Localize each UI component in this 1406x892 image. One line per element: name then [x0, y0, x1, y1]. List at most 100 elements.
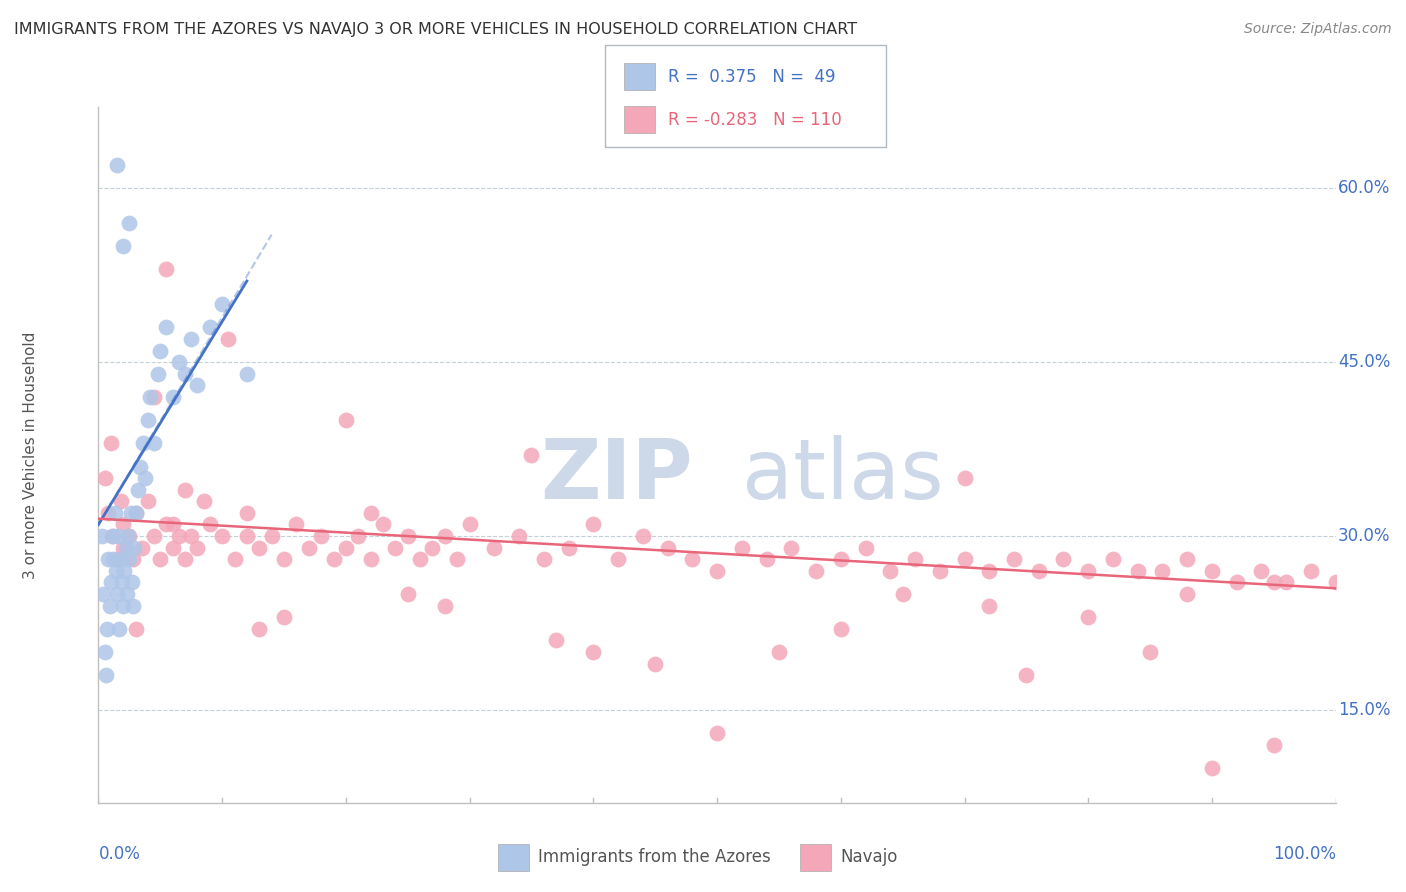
Point	[91, 529, 114, 543]
Point	[384, 541, 406, 555]
Point	[110, 494, 132, 508]
Point	[236, 367, 259, 381]
Text: 100.0%: 100.0%	[1272, 845, 1336, 863]
Point	[484, 541, 506, 555]
Point	[93, 645, 115, 659]
Point	[93, 587, 115, 601]
Point	[830, 552, 852, 566]
Point	[111, 575, 134, 590]
Text: 3 or more Vehicles in Household: 3 or more Vehicles in Household	[22, 331, 38, 579]
Point	[120, 506, 142, 520]
Point	[122, 552, 145, 566]
Point	[508, 529, 530, 543]
Point	[396, 529, 419, 543]
Point	[582, 517, 605, 532]
Point	[149, 552, 172, 566]
Point	[155, 320, 177, 334]
Point	[112, 239, 135, 253]
Point	[167, 529, 190, 543]
Point	[149, 343, 172, 358]
Text: R = -0.283   N = 110: R = -0.283 N = 110	[668, 111, 842, 128]
Point	[285, 517, 308, 532]
Point	[114, 541, 136, 555]
Text: Immigrants from the Azores: Immigrants from the Azores	[538, 848, 772, 866]
Point	[124, 541, 146, 555]
Point	[979, 599, 1001, 613]
Point	[103, 506, 125, 520]
Point	[97, 506, 120, 520]
Point	[855, 541, 877, 555]
Point	[260, 529, 283, 543]
Point	[112, 541, 135, 555]
Point	[162, 517, 184, 532]
Point	[127, 483, 149, 497]
Point	[174, 367, 197, 381]
Text: atlas: atlas	[742, 435, 943, 516]
Point	[755, 552, 778, 566]
Point	[112, 599, 135, 613]
Point	[582, 645, 605, 659]
Point	[124, 622, 146, 636]
Point	[904, 552, 927, 566]
Point	[98, 599, 121, 613]
Point	[103, 552, 125, 566]
Point	[217, 332, 239, 346]
Point	[122, 599, 145, 613]
Point	[193, 494, 215, 508]
Point	[1102, 552, 1125, 566]
Point	[879, 564, 901, 578]
Text: 0.0%: 0.0%	[98, 845, 141, 863]
Point	[953, 552, 976, 566]
Point	[131, 541, 153, 555]
Point	[953, 471, 976, 485]
Point	[247, 541, 270, 555]
Point	[891, 587, 914, 601]
Point	[155, 517, 177, 532]
Point	[110, 552, 132, 566]
Point	[124, 506, 146, 520]
Point	[731, 541, 754, 555]
Point	[360, 552, 382, 566]
Point	[132, 436, 155, 450]
Point	[186, 541, 208, 555]
Point	[1201, 761, 1223, 775]
Point	[657, 541, 679, 555]
Point	[117, 529, 139, 543]
Point	[458, 517, 481, 532]
Point	[1015, 668, 1038, 682]
Point	[104, 564, 127, 578]
Point	[155, 262, 177, 277]
Point	[174, 552, 197, 566]
Text: 60.0%: 60.0%	[1339, 179, 1391, 197]
Point	[180, 332, 202, 346]
Point	[607, 552, 630, 566]
Point	[121, 575, 143, 590]
Point	[273, 552, 295, 566]
Point	[236, 506, 259, 520]
Point	[118, 552, 141, 566]
Point	[105, 158, 128, 172]
Point	[644, 657, 666, 671]
Point	[396, 587, 419, 601]
Point	[1077, 610, 1099, 624]
Point	[180, 529, 202, 543]
Point	[101, 529, 124, 543]
Point	[830, 622, 852, 636]
Point	[1324, 575, 1347, 590]
Point	[979, 564, 1001, 578]
Point	[1263, 575, 1285, 590]
Point	[236, 529, 259, 543]
Point	[409, 552, 432, 566]
Point	[139, 390, 162, 404]
Point	[335, 413, 357, 427]
Point	[520, 448, 543, 462]
Point	[115, 587, 138, 601]
Point	[1263, 738, 1285, 752]
Point	[105, 587, 128, 601]
Point	[1175, 552, 1198, 566]
Point	[198, 320, 221, 334]
Point	[107, 529, 129, 543]
Point	[114, 541, 136, 555]
Point	[335, 541, 357, 555]
Point	[108, 622, 131, 636]
